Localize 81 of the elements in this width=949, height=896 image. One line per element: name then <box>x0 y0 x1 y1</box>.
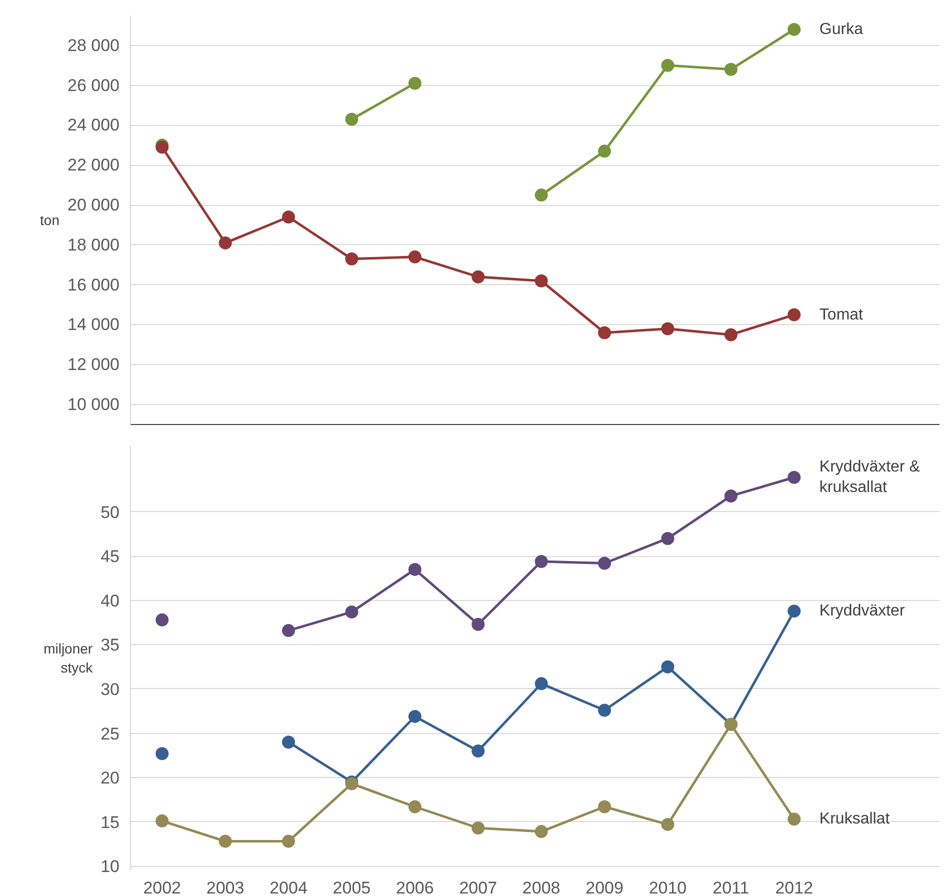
x-tick-label: 2010 <box>648 878 687 896</box>
y-tick-label: 18 000 <box>68 235 120 254</box>
y-tick-label: 30 <box>100 680 120 699</box>
y-axis-title: miljoner styck <box>44 640 94 676</box>
point <box>598 326 612 340</box>
point <box>472 822 485 834</box>
point <box>345 252 358 266</box>
point <box>408 250 422 264</box>
point <box>788 604 801 618</box>
point <box>345 112 358 126</box>
point <box>408 562 422 576</box>
point <box>408 710 422 723</box>
series-label: Tomat <box>819 306 864 324</box>
x-tick-label: 2011 <box>712 878 750 896</box>
y-tick-label: 28 000 <box>68 36 120 55</box>
y-tick-label: 35 <box>100 636 120 655</box>
point <box>472 618 485 631</box>
point <box>724 62 738 76</box>
point <box>598 704 612 717</box>
x-tick-label: 2004 <box>270 878 308 896</box>
y-tick-label: 16 000 <box>68 275 120 294</box>
point <box>218 236 232 250</box>
point <box>788 308 801 322</box>
series-label: Kryddväxter & kruksallat <box>819 458 920 496</box>
point <box>218 834 232 848</box>
point <box>661 322 674 336</box>
y-tick-label: 22 000 <box>68 156 120 175</box>
point <box>472 744 485 758</box>
y-axis-title: ton <box>40 212 60 228</box>
point <box>788 22 801 36</box>
point <box>534 274 548 288</box>
point <box>724 489 738 502</box>
x-tick-label: 2009 <box>586 878 624 896</box>
y-tick-label: 20 000 <box>68 196 120 215</box>
series-label: Gurka <box>819 20 864 38</box>
y-tick-label: 50 <box>100 502 120 522</box>
point <box>661 58 674 72</box>
y-tick-label: 45 <box>100 547 120 566</box>
point <box>724 328 738 342</box>
point <box>661 532 674 545</box>
point <box>788 812 801 826</box>
point <box>661 818 674 831</box>
y-tick-label: 10 <box>100 857 120 876</box>
y-tick-label: 20 <box>100 768 120 788</box>
x-tick-label: 2012 <box>775 878 814 896</box>
y-tick-label: 10 000 <box>68 395 120 414</box>
point <box>156 814 169 828</box>
point <box>788 470 801 484</box>
point <box>534 677 548 690</box>
y-tick-label: 40 <box>100 591 120 610</box>
x-tick-label: 2007 <box>459 878 498 896</box>
point <box>661 660 674 674</box>
point <box>598 800 612 814</box>
point <box>282 624 296 638</box>
point <box>282 736 296 749</box>
point <box>598 556 612 570</box>
point <box>156 613 169 626</box>
series-label: Kryddväxter <box>819 602 906 620</box>
x-tick-label: 2002 <box>143 878 182 896</box>
point <box>282 834 296 848</box>
x-tick-label: 2006 <box>396 878 434 896</box>
y-tick-label: 14 000 <box>68 315 120 334</box>
point <box>534 188 548 202</box>
x-tick-label: 2005 <box>332 878 371 896</box>
point <box>534 555 548 568</box>
x-tick-label: 2008 <box>522 878 560 896</box>
point <box>534 825 548 838</box>
y-tick-label: 12 000 <box>68 355 120 374</box>
point <box>408 800 422 814</box>
point <box>472 270 485 284</box>
point <box>282 210 296 224</box>
y-tick-label: 24 000 <box>68 116 120 135</box>
y-tick-label: 15 <box>100 812 120 832</box>
point <box>598 144 612 158</box>
x-tick-label: 2003 <box>206 878 244 896</box>
point <box>408 76 422 90</box>
point <box>345 605 358 618</box>
y-tick-label: 25 <box>100 724 120 744</box>
y-tick-label: 26 000 <box>68 76 120 95</box>
series-label: Kruksallat <box>819 810 890 828</box>
point <box>156 747 169 760</box>
